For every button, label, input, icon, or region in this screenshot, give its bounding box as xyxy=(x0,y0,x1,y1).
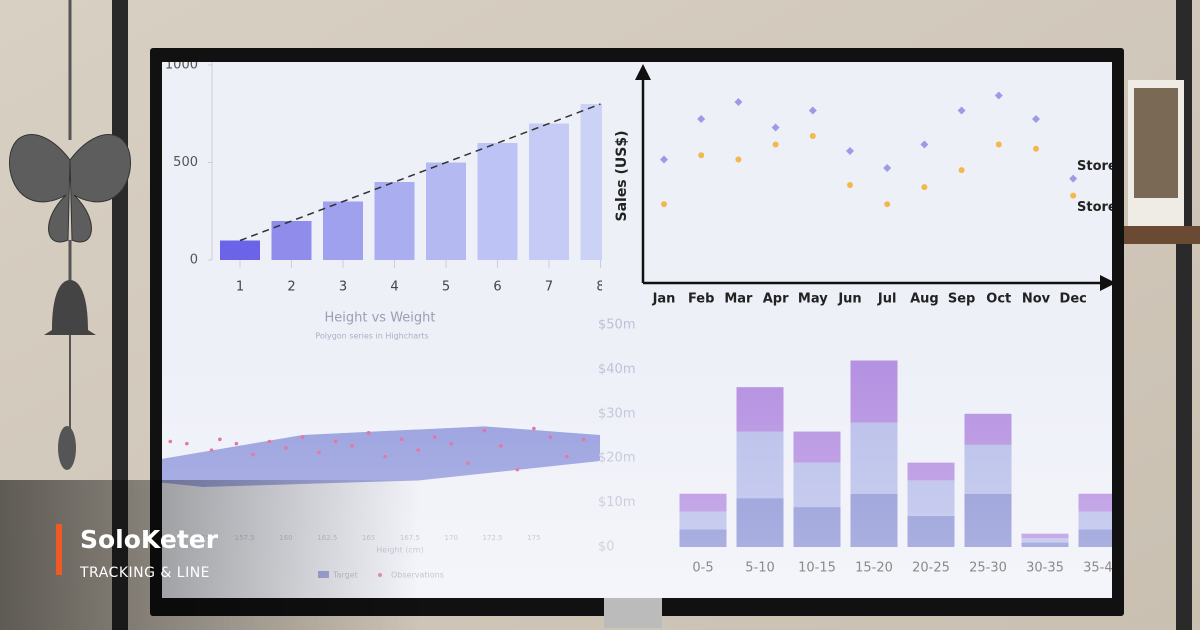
x-tick-label: Aug xyxy=(910,292,939,307)
trend-line xyxy=(239,103,601,242)
butterfly xyxy=(9,134,131,243)
point xyxy=(771,123,780,132)
point xyxy=(995,141,1002,148)
point xyxy=(697,114,706,123)
bar xyxy=(220,240,260,260)
x-tick-label: May xyxy=(798,292,828,307)
x-tick-label: Jun xyxy=(837,292,861,307)
legend-label: Store xyxy=(1077,200,1117,215)
bar xyxy=(477,143,518,260)
x-tick-label: Jan xyxy=(652,292,676,307)
point xyxy=(883,163,892,172)
brand-name: SoloKeter xyxy=(80,525,219,554)
point xyxy=(734,97,743,106)
point xyxy=(735,156,742,163)
bar-chart: 0 500 1000 1 2 3 4 5 6 7 8 xyxy=(165,58,604,295)
x-tick-label: Nov xyxy=(1022,292,1051,307)
x-tick-label: Oct xyxy=(986,292,1011,307)
point xyxy=(921,184,928,191)
bar xyxy=(323,201,363,260)
accent-bar xyxy=(56,524,62,575)
point xyxy=(846,146,854,155)
y-tick-label: 500 xyxy=(173,155,198,170)
point xyxy=(1069,174,1078,183)
bar xyxy=(580,104,602,260)
scatter-chart: Sales (US$) Jan Feb Mar Apr May Jun Jul Aug Sep Oc… xyxy=(614,64,1117,307)
point xyxy=(920,140,929,149)
point xyxy=(698,152,705,159)
x-tick-label: 4 xyxy=(390,280,398,295)
x-tick-label: Jul xyxy=(877,292,897,307)
x-tick-label: Sep xyxy=(948,292,976,307)
caption-shade xyxy=(0,480,420,630)
point xyxy=(1033,145,1039,152)
point xyxy=(957,106,966,115)
y-axis-arrow xyxy=(635,64,651,80)
x-tick-label: Feb xyxy=(688,292,714,307)
bell xyxy=(44,280,96,335)
x-axis-arrow xyxy=(1100,275,1112,291)
point xyxy=(772,141,779,148)
photo xyxy=(1134,88,1178,198)
x-tick-label: Dec xyxy=(1060,292,1087,307)
x-tick-label: 2 xyxy=(287,280,295,295)
point xyxy=(994,91,1003,100)
tv-stand xyxy=(604,598,662,628)
bar xyxy=(271,221,312,260)
brand-tagline: TRACKING & LINE xyxy=(79,565,210,581)
chime xyxy=(58,426,76,470)
chart-title: Height vs Weight xyxy=(325,311,436,326)
x-tick-label: Mar xyxy=(724,292,753,307)
point xyxy=(661,201,667,208)
y-axis-title: Sales (US$) xyxy=(614,130,630,221)
point xyxy=(847,182,853,189)
x-tick-label: 8 xyxy=(596,280,604,295)
y-tick-label: 0 xyxy=(190,253,198,268)
y-tick-label: 1000 xyxy=(165,58,198,73)
x-tick-label: 3 xyxy=(339,280,347,295)
point xyxy=(884,201,891,208)
y-tick-label: $50m xyxy=(598,318,635,333)
point xyxy=(660,155,668,164)
bar xyxy=(529,123,569,260)
point xyxy=(808,106,817,115)
x-tick-label: 1 xyxy=(236,280,244,295)
point xyxy=(958,167,965,174)
x-tick-label: 5 xyxy=(442,280,450,295)
point xyxy=(809,133,816,140)
point xyxy=(1032,114,1040,123)
x-tick-label: 6 xyxy=(493,280,501,295)
x-tick-label: Apr xyxy=(763,292,789,307)
x-tick-label: 7 xyxy=(545,280,553,295)
shelf xyxy=(1124,226,1200,244)
bar xyxy=(374,182,415,260)
legend-label: Store xyxy=(1077,159,1117,174)
bar xyxy=(426,162,466,260)
point xyxy=(1070,192,1077,199)
